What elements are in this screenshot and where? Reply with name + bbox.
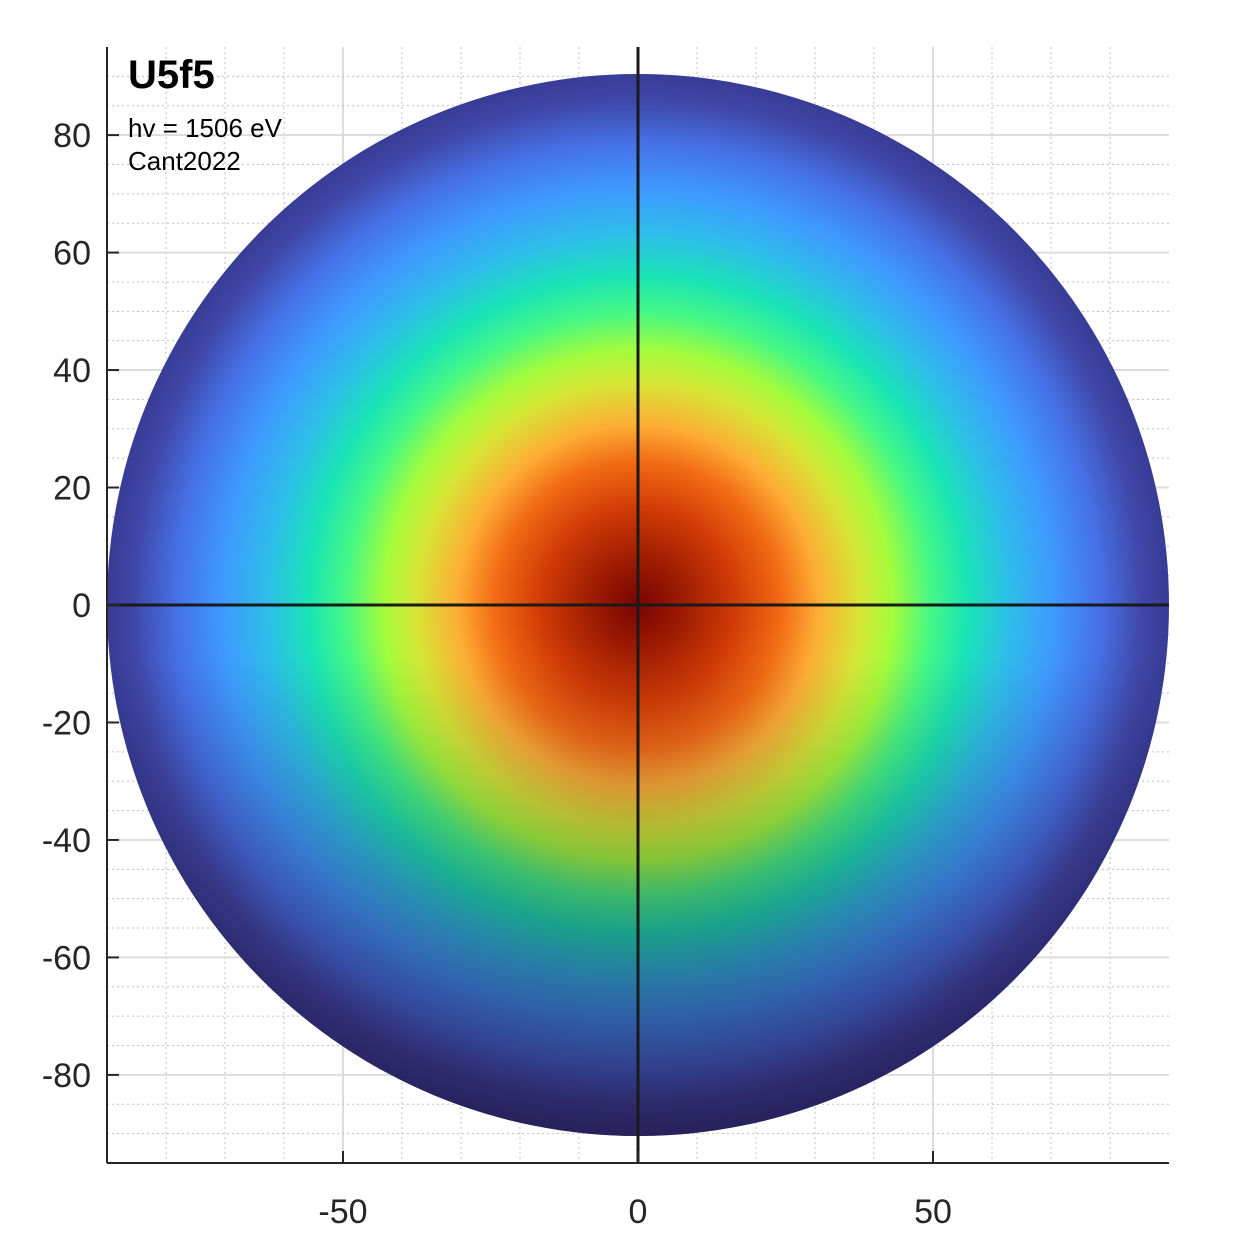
- x-tick-label: -50: [318, 1193, 367, 1231]
- y-tick-label: 40: [53, 352, 91, 390]
- y-tick-label: -20: [42, 704, 91, 742]
- y-tick-label: 80: [53, 117, 91, 155]
- annotation-reference: Cant2022: [128, 146, 241, 176]
- y-tick-label: 0: [72, 587, 91, 625]
- axis-ticks: -50 0 50 80 60 40 20 0 -20 -40 -60 -80: [42, 117, 952, 1231]
- y-tick-label: 60: [53, 235, 91, 273]
- y-tick-label: -40: [42, 822, 91, 860]
- chart-title: U5f5: [128, 53, 215, 97]
- x-tick-label: 0: [629, 1193, 648, 1231]
- y-tick-label: -80: [42, 1057, 91, 1095]
- y-tick-label: -60: [42, 939, 91, 977]
- x-tick-label: 50: [914, 1193, 952, 1231]
- annotation-photon-energy: hv = 1506 eV: [128, 113, 283, 143]
- y-tick-label: 20: [53, 470, 91, 508]
